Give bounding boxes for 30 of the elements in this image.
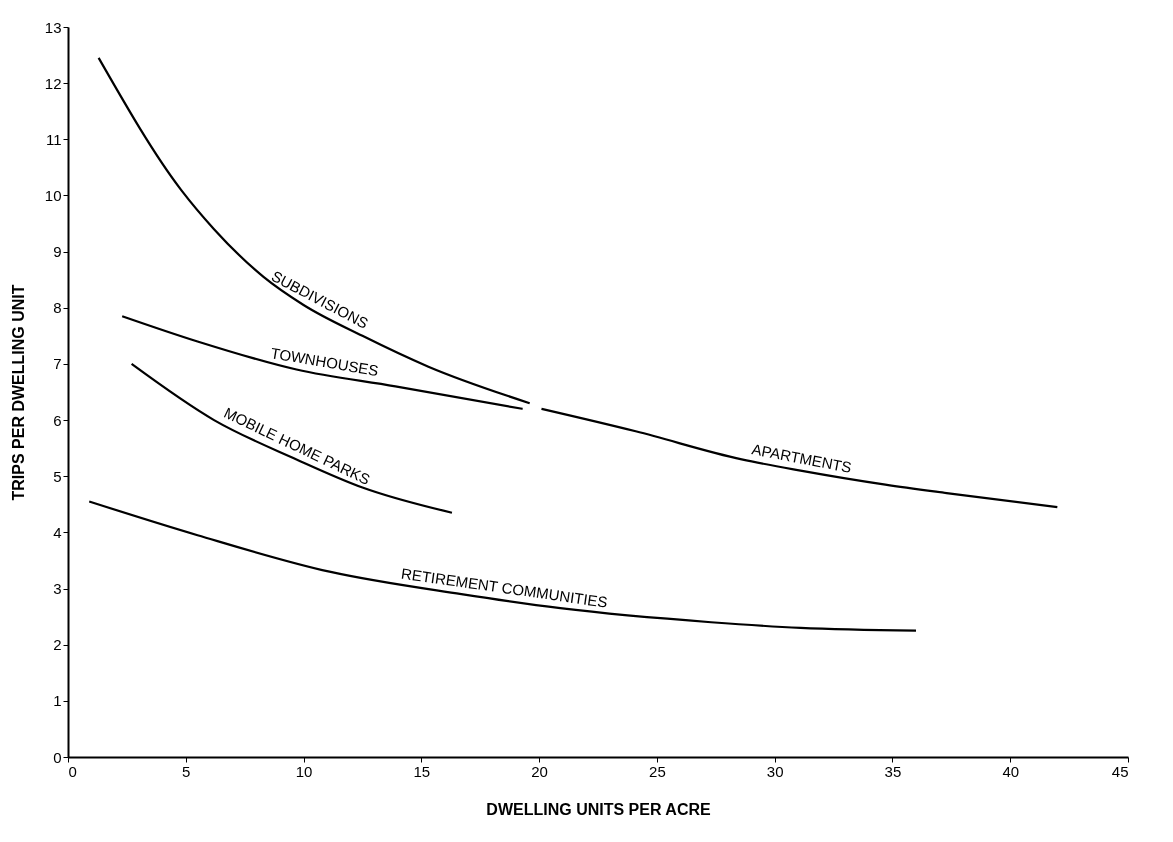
y-tick-label: 10	[44, 186, 62, 204]
y-tick-label: 9	[53, 243, 62, 261]
y-tick-label: 2	[53, 636, 62, 654]
y-tick-label: 4	[53, 523, 62, 541]
x-tick-label: 30	[766, 762, 784, 780]
y-tick-label: 12	[44, 74, 62, 92]
x-axis-title: DWELLING UNITS PER ACRE	[486, 800, 711, 818]
x-tick-label: 10	[295, 762, 313, 780]
y-tick-label: 3	[53, 580, 62, 598]
y-tick-label: 0	[53, 748, 62, 766]
x-tick-label: 15	[413, 762, 431, 780]
line-series	[97, 56, 531, 405]
y-axis-title: TRIPS PER DWELLING UNIT	[9, 284, 27, 501]
x-tick-label: 45	[1111, 762, 1129, 780]
y-tick-label: 8	[53, 299, 62, 317]
x-tick-label: 20	[531, 762, 548, 780]
x-tick-label: 35	[884, 762, 902, 780]
line-series	[540, 407, 1059, 509]
y-tick-label: 5	[53, 467, 62, 485]
x-tick-label: 40	[1002, 762, 1020, 780]
line-series	[88, 500, 918, 632]
text: RETIREMENT COMMUNITIES	[400, 564, 609, 611]
y-tick-label: 6	[53, 411, 62, 429]
x-tick-label: 0	[68, 762, 77, 780]
x-tick-label: 25	[649, 762, 666, 780]
y-tick-label: 13	[44, 18, 62, 36]
y-tick-label: 7	[53, 355, 62, 373]
x-tick-label: 5	[182, 762, 191, 780]
y-tick-label: 11	[45, 130, 62, 148]
y-tick-label: 1	[53, 692, 62, 710]
